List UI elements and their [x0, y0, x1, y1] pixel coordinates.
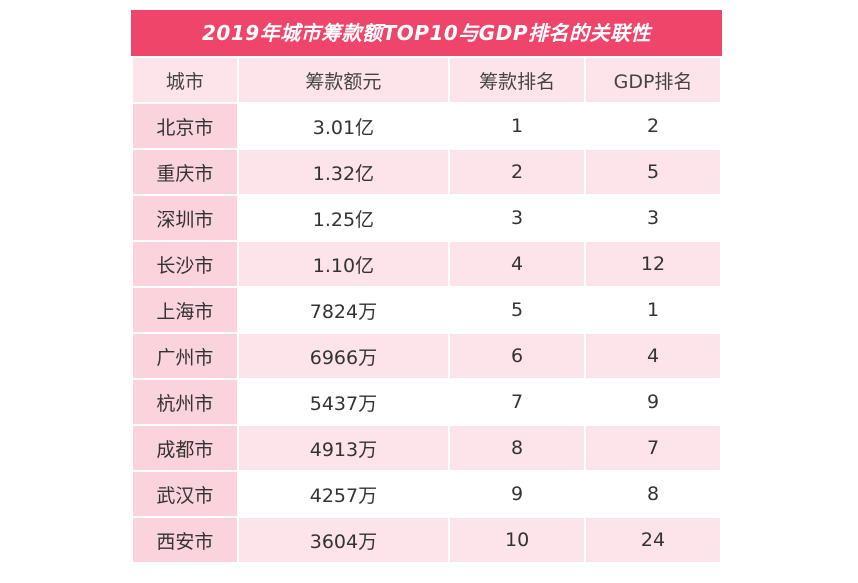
cell-city: 武汉市: [131, 470, 239, 518]
cell-gdp-rank: 7: [584, 424, 722, 472]
cell-city: 北京市: [131, 102, 239, 150]
ranking-table: 城市 筹款额元 筹款排名 GDP排名 北京市 3.01亿 1 2 重庆市 1.32亿 2 5 深…: [131, 56, 722, 564]
cell-city: 成都市: [131, 424, 239, 472]
table-row: 成都市 4913万 8 7: [131, 424, 722, 472]
cell-amount: 5437万: [236, 378, 451, 426]
cell-amount: 3604万: [236, 516, 451, 564]
cell-fund-rank: 7: [448, 378, 587, 426]
cell-fund-rank: 6: [448, 332, 587, 380]
data-table-card: 2019年城市筹款额TOP10与GDP排名的关联性 城市 筹款额元 筹款排名 G…: [131, 10, 722, 564]
column-header-gdp-rank: GDP排名: [584, 56, 722, 104]
table-row: 北京市 3.01亿 1 2: [131, 102, 722, 150]
cell-gdp-rank: 9: [584, 378, 722, 426]
cell-amount: 4257万: [236, 470, 451, 518]
column-header-city: 城市: [131, 56, 239, 104]
cell-city: 上海市: [131, 286, 239, 334]
cell-gdp-rank: 2: [584, 102, 722, 150]
cell-fund-rank: 1: [448, 102, 587, 150]
cell-gdp-rank: 4: [584, 332, 722, 380]
table-row: 广州市 6966万 6 4: [131, 332, 722, 380]
cell-fund-rank: 2: [448, 148, 587, 196]
cell-amount: 1.25亿: [236, 194, 451, 242]
cell-amount: 7824万: [236, 286, 451, 334]
table-title: 2019年城市筹款额TOP10与GDP排名的关联性: [131, 10, 722, 56]
cell-fund-rank: 8: [448, 424, 587, 472]
table-body: 北京市 3.01亿 1 2 重庆市 1.32亿 2 5 深圳市 1.25亿 3 3 长沙市 1.10亿 4 1…: [131, 102, 722, 564]
cell-amount: 3.01亿: [236, 102, 451, 150]
table-row: 上海市 7824万 5 1: [131, 286, 722, 334]
column-header-fund-rank: 筹款排名: [448, 56, 587, 104]
column-header-amount: 筹款额元: [236, 56, 451, 104]
cell-city: 西安市: [131, 516, 239, 564]
cell-gdp-rank: 5: [584, 148, 722, 196]
cell-fund-rank: 3: [448, 194, 587, 242]
cell-gdp-rank: 24: [584, 516, 722, 564]
cell-fund-rank: 4: [448, 240, 587, 288]
table-row: 深圳市 1.25亿 3 3: [131, 194, 722, 242]
cell-amount: 1.10亿: [236, 240, 451, 288]
table-row: 重庆市 1.32亿 2 5: [131, 148, 722, 196]
cell-gdp-rank: 1: [584, 286, 722, 334]
header-row: 城市 筹款额元 筹款排名 GDP排名: [131, 56, 722, 104]
cell-amount: 1.32亿: [236, 148, 451, 196]
table-row: 武汉市 4257万 9 8: [131, 470, 722, 518]
cell-gdp-rank: 3: [584, 194, 722, 242]
cell-city: 重庆市: [131, 148, 239, 196]
cell-amount: 6966万: [236, 332, 451, 380]
cell-city: 杭州市: [131, 378, 239, 426]
cell-amount: 4913万: [236, 424, 451, 472]
table-row: 西安市 3604万 10 24: [131, 516, 722, 564]
cell-fund-rank: 10: [448, 516, 587, 564]
table-row: 杭州市 5437万 7 9: [131, 378, 722, 426]
cell-gdp-rank: 12: [584, 240, 722, 288]
cell-city: 长沙市: [131, 240, 239, 288]
cell-city: 广州市: [131, 332, 239, 380]
cell-fund-rank: 9: [448, 470, 587, 518]
table-row: 长沙市 1.10亿 4 12: [131, 240, 722, 288]
cell-fund-rank: 5: [448, 286, 587, 334]
cell-city: 深圳市: [131, 194, 239, 242]
cell-gdp-rank: 8: [584, 470, 722, 518]
